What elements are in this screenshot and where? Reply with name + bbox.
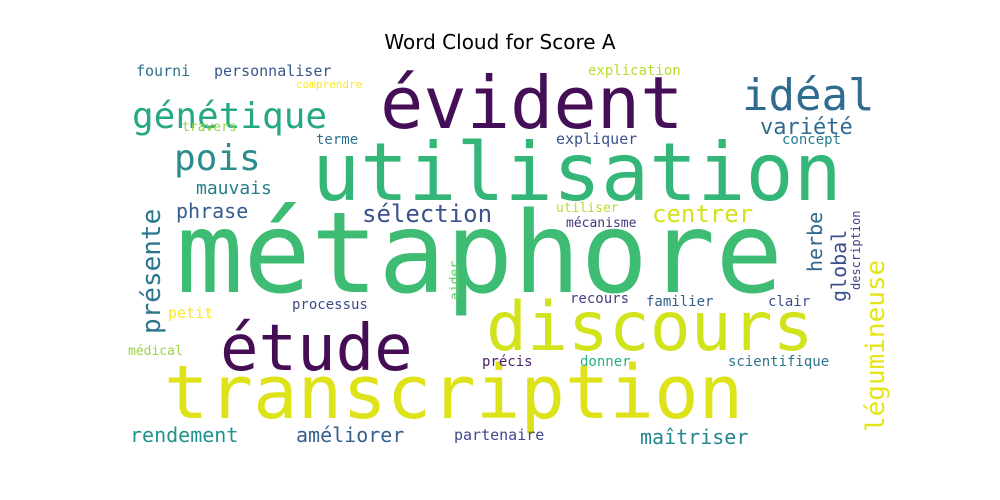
word-global: global bbox=[827, 230, 851, 302]
word-terme: terme bbox=[316, 132, 358, 148]
word-donner: donner bbox=[580, 354, 631, 370]
word-fourni: fourni bbox=[136, 62, 190, 80]
word-partenaire: partenaire bbox=[454, 426, 544, 444]
word-recours: recours bbox=[570, 291, 629, 307]
word-variete: variété bbox=[760, 115, 853, 140]
word-scientifique: scientifique bbox=[728, 354, 829, 370]
word-genetique: génétique bbox=[132, 96, 327, 137]
word-explication: explication bbox=[588, 63, 681, 79]
word-rendement: rendement bbox=[130, 423, 238, 447]
word-ameliorer: améliorer bbox=[296, 423, 404, 447]
word-herbe: herbe bbox=[803, 212, 827, 272]
chart-title: Word Cloud for Score A bbox=[384, 30, 616, 54]
word-evident: évident bbox=[380, 61, 683, 145]
word-mecanisme: mécanisme bbox=[566, 216, 637, 231]
word-ideal: idéal bbox=[742, 70, 874, 121]
word-petit: petit bbox=[168, 304, 213, 322]
word-familier: familier bbox=[646, 294, 713, 310]
word-discours: discours bbox=[486, 288, 814, 367]
word-etude: étude bbox=[220, 312, 413, 386]
word-legumineuse: légumineuse bbox=[861, 260, 891, 432]
word-presente: présente bbox=[137, 209, 167, 334]
word-clair: clair bbox=[768, 294, 810, 310]
word-expliquer: expliquer bbox=[556, 130, 637, 148]
word-description: description bbox=[849, 211, 863, 290]
word-centrer: centrer bbox=[652, 200, 753, 228]
word-medical: médical bbox=[128, 344, 183, 359]
word-travers: travers bbox=[182, 120, 237, 135]
word-personnaliser: personnaliser bbox=[214, 62, 331, 80]
word-utilisation: utilisation bbox=[312, 126, 842, 219]
word-maitriser: maîtriser bbox=[640, 425, 748, 449]
word-mauvais: mauvais bbox=[196, 178, 272, 199]
word-concept: concept bbox=[782, 132, 841, 148]
word-comprendre: comprendre bbox=[296, 78, 362, 91]
word-pois: pois bbox=[174, 138, 261, 179]
word-precis: précis bbox=[482, 354, 533, 370]
word-transcription: transcription bbox=[164, 350, 743, 436]
word-phrase: phrase bbox=[176, 199, 248, 223]
word-metaphore: métaphore bbox=[176, 189, 783, 319]
word-utiliser: utiliser bbox=[556, 201, 619, 216]
word-selection: sélection bbox=[362, 200, 492, 228]
word-processus: processus bbox=[292, 297, 368, 313]
word-aider: aider bbox=[448, 261, 463, 300]
